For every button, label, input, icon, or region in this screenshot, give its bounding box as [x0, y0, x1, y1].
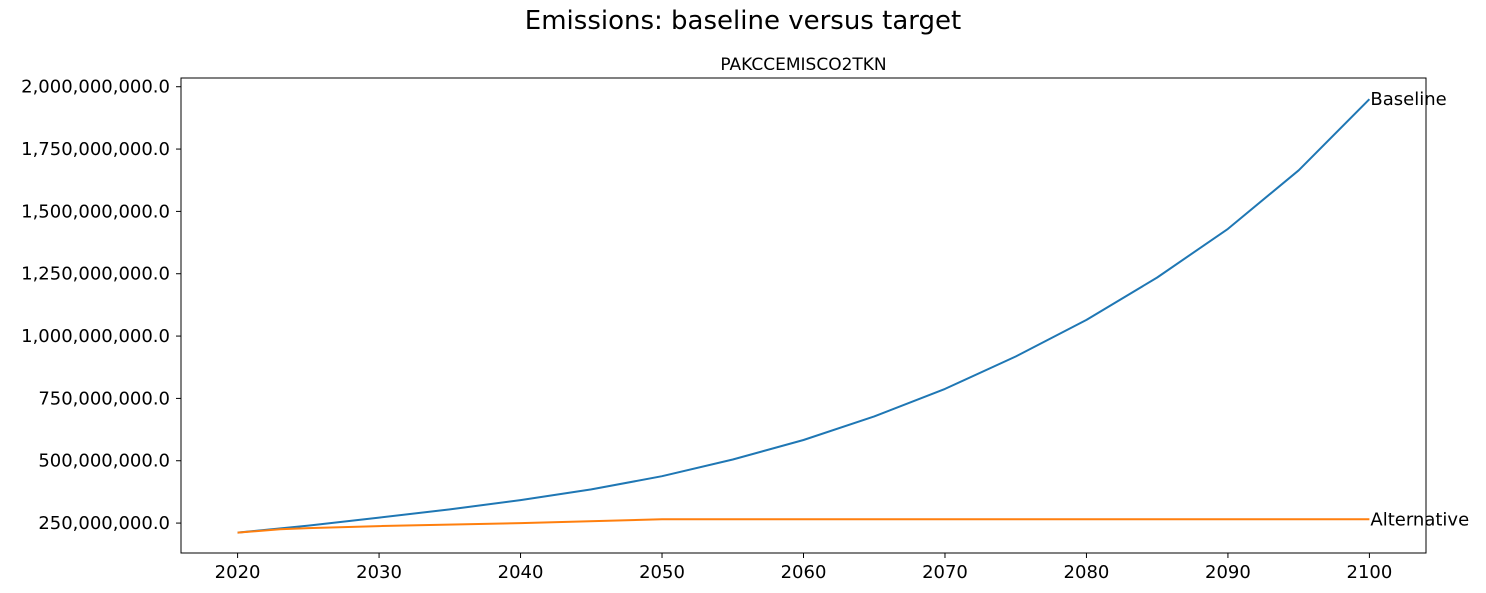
x-tick-label: 2020 [215, 562, 261, 583]
x-axis: 2020 2030 2040 2050 2060 2070 2080 2090 2100 [215, 553, 1393, 583]
y-tick-label: 2,000,000,000.0 [21, 77, 170, 98]
chart-title: PAKCCEMISCO2TKN [720, 55, 886, 75]
figure-suptitle: Emissions: baseline versus target [524, 6, 962, 36]
plot-lines [237, 98, 1371, 534]
plot-frame [180, 77, 1427, 554]
y-tick-label: 1,500,000,000.0 [21, 201, 170, 222]
x-tick-label: 2100 [1347, 562, 1393, 583]
x-tick-label: 2050 [639, 562, 685, 583]
y-tick-label: 500,000,000.0 [38, 451, 170, 472]
series-end-labels: Baseline Alternative [1370, 89, 1469, 530]
y-tick-label: 1,250,000,000.0 [21, 264, 170, 285]
y-axis: 250,000,000.0 500,000,000.0 750,000,000.0 1… [21, 77, 181, 534]
y-tick-label: 1,750,000,000.0 [21, 139, 170, 160]
y-tick-label: 750,000,000.0 [38, 388, 170, 409]
x-tick-label: 2070 [922, 562, 968, 583]
x-tick-label: 2080 [1064, 562, 1110, 583]
y-tick-label: 1,000,000,000.0 [21, 326, 170, 347]
y-tick-label: 250,000,000.0 [38, 513, 170, 534]
series-line-baseline [237, 98, 1371, 534]
x-tick-label: 2090 [1205, 562, 1251, 583]
series-label-alternative: Alternative [1370, 509, 1469, 530]
x-tick-label: 2060 [781, 562, 827, 583]
series-line-alternative [237, 518, 1370, 534]
series-label-baseline: Baseline [1370, 89, 1446, 110]
x-tick-label: 2040 [498, 562, 544, 583]
x-tick-label: 2030 [356, 562, 402, 583]
